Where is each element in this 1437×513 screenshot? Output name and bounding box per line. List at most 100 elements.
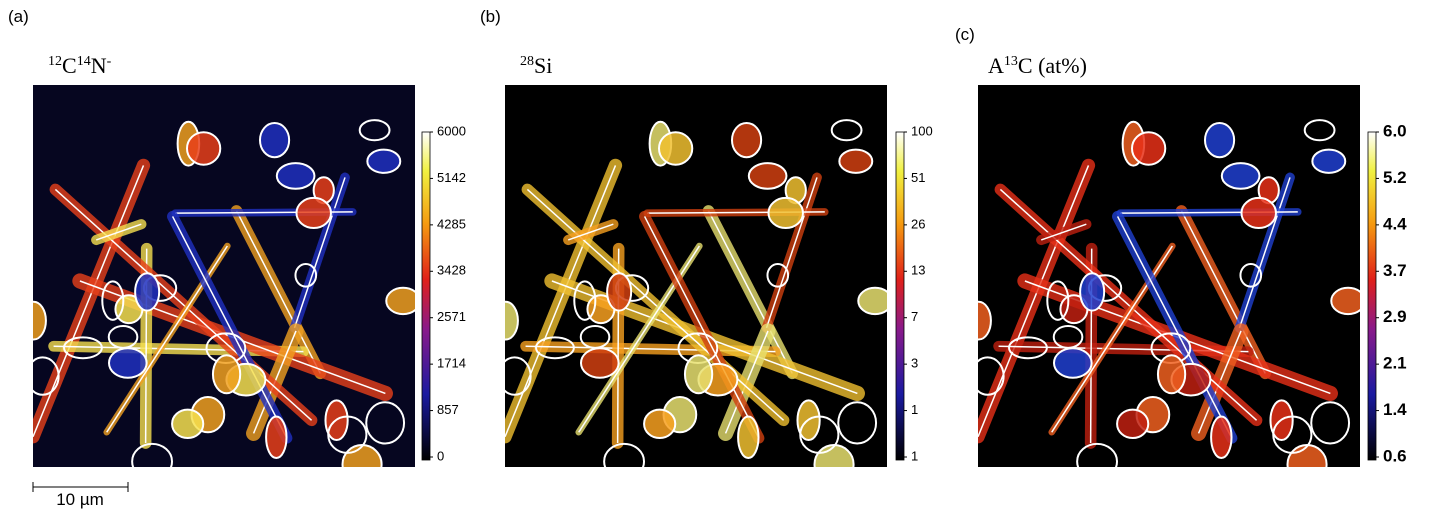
colorbar-label: 26	[911, 216, 925, 231]
colorbar-label: 3	[911, 356, 918, 371]
cell	[579, 325, 611, 349]
cell	[1240, 196, 1277, 230]
superscript: 13	[1004, 54, 1018, 69]
cell	[643, 408, 677, 440]
colorbar-label: 100	[911, 123, 933, 138]
cell	[1046, 280, 1070, 321]
rod-outline	[95, 223, 142, 241]
cell	[1272, 415, 1313, 454]
rod-outline	[707, 210, 793, 374]
colorbar-label: 0	[437, 448, 444, 463]
cell	[1052, 325, 1084, 349]
colorbar	[895, 131, 905, 461]
cell	[1239, 262, 1263, 288]
panel: (a) 12C14N- 6000 5142 4285 3428 2571 1714 857 0	[8, 7, 466, 467]
cell	[978, 300, 992, 341]
cell	[358, 119, 391, 142]
cell	[107, 347, 148, 379]
cell	[799, 415, 840, 454]
colorbar-label: 5.2	[1383, 168, 1407, 187]
cell	[978, 356, 1005, 396]
cell	[838, 148, 874, 174]
cell	[767, 196, 804, 230]
cell	[107, 325, 139, 349]
cell	[365, 401, 406, 445]
rod-outline	[1180, 210, 1266, 374]
colorbar	[1367, 131, 1377, 461]
colorbar	[421, 131, 431, 461]
rod-outline	[999, 188, 1258, 421]
colorbar-label: 6000	[437, 123, 466, 138]
cell	[327, 415, 368, 454]
colorbar-label: 2571	[437, 309, 466, 324]
cell	[1303, 119, 1336, 142]
cell	[186, 131, 222, 166]
cell	[265, 415, 288, 460]
cell	[1203, 121, 1236, 159]
cell	[579, 347, 620, 379]
cell	[505, 300, 519, 341]
rod-outline	[54, 188, 313, 421]
title-text: C (at%)	[1018, 53, 1087, 78]
rod-outline	[235, 210, 321, 374]
cell	[535, 336, 575, 360]
rod-outline	[1238, 177, 1291, 329]
cell	[385, 286, 415, 316]
colorbar-label: 857	[437, 402, 459, 417]
panel-title: 12C14N-	[48, 53, 112, 78]
cell	[33, 356, 60, 396]
cell	[573, 280, 597, 321]
panel-label: (a)	[8, 7, 29, 26]
cell	[1330, 286, 1360, 316]
colorbar-label: 2.1	[1383, 354, 1407, 373]
superscript: 14	[77, 54, 91, 69]
colorbar-label: 13	[911, 263, 925, 278]
cell	[837, 401, 878, 445]
scale-label: 10 µm	[56, 490, 104, 509]
image-map	[505, 85, 887, 467]
scale-bar: 10 µm	[32, 482, 129, 509]
panel: (b) 28Si 100 51 26 13 7 3 1 1	[480, 7, 933, 467]
colorbar-label: 1714	[437, 356, 466, 371]
colorbar-label: 1	[911, 448, 918, 463]
superscript: 12	[48, 54, 62, 69]
rod-outline	[526, 188, 785, 421]
panel-title: A13C (at%)	[988, 53, 1087, 78]
colorbar-label: 4285	[437, 216, 466, 231]
colorbar-label: 7	[911, 309, 918, 324]
cell	[766, 262, 790, 288]
cell	[1116, 408, 1150, 440]
cell	[658, 131, 694, 166]
cell	[730, 121, 763, 159]
colorbar-label: 1	[911, 402, 918, 417]
cell	[1210, 415, 1233, 460]
rod-outline	[643, 216, 760, 439]
cell	[63, 336, 103, 360]
cell	[1310, 401, 1351, 445]
colorbar-label: 51	[911, 170, 925, 185]
rod-outline	[567, 223, 614, 241]
cell	[131, 442, 174, 467]
colorbar-label: 2.9	[1383, 307, 1407, 326]
cell	[275, 162, 316, 190]
cell	[747, 162, 788, 190]
cell	[1311, 148, 1347, 174]
cell	[258, 121, 291, 159]
cell	[1008, 336, 1048, 360]
image-map	[33, 85, 415, 467]
rod-outline	[293, 177, 346, 329]
cell	[341, 444, 383, 467]
panel: (c) A13C (at%) 6.0 5.2 4.4 3.7 2.9 2.1 1.4 0.6	[955, 25, 1407, 467]
cell	[813, 444, 855, 467]
colorbar-label: 3.7	[1383, 261, 1407, 280]
cell	[366, 148, 402, 174]
image-map	[978, 85, 1360, 467]
cell	[1220, 162, 1261, 190]
cell	[211, 354, 242, 395]
colorbar-label: 6.0	[1383, 121, 1407, 140]
cell	[857, 286, 887, 316]
title-text: N	[91, 53, 107, 78]
cell	[1076, 442, 1119, 467]
colorbar-label: 4.4	[1383, 214, 1407, 233]
panel-label: (c)	[955, 25, 975, 44]
